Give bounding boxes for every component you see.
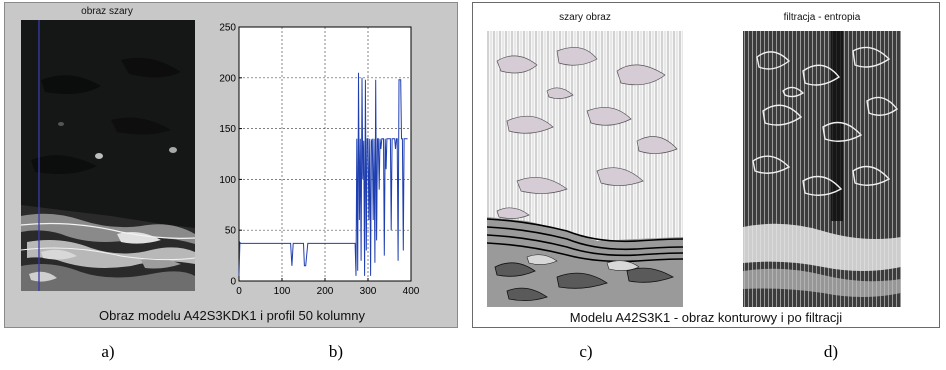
figure-panel-right: szary obraz filtracja - entropia bbox=[472, 2, 940, 328]
y-tick-label: 100 bbox=[219, 175, 236, 186]
x-tick-label: 400 bbox=[403, 286, 420, 297]
y-tick-label: 50 bbox=[225, 226, 237, 237]
profile-line bbox=[238, 72, 408, 276]
contour-image bbox=[487, 31, 683, 307]
x-tick-label: 0 bbox=[236, 286, 242, 297]
subfigure-label-a: a) bbox=[101, 342, 115, 361]
subfigure-label-c: c) bbox=[579, 342, 593, 361]
left-panel-caption: Obraz modelu A42S3KDK1 i profil 50 kolum… bbox=[99, 308, 365, 323]
x-tick-label: 100 bbox=[274, 286, 291, 297]
entropy-filtered-image bbox=[743, 31, 901, 307]
plot-background bbox=[239, 27, 411, 281]
profile-plot: 0 100 200 300 400 0 50 100 150 200 250 bbox=[219, 23, 419, 298]
x-tick-label: 300 bbox=[360, 286, 377, 297]
figure-panel-left: obraz szary 0 100 200 300 400 0 50 100 150 200 250… bbox=[4, 2, 458, 328]
gray-model-image bbox=[21, 20, 195, 291]
image-title-contour: szary obraz bbox=[559, 12, 611, 23]
x-tick-label: 200 bbox=[317, 286, 334, 297]
subfigure-label-d: d) bbox=[823, 342, 839, 361]
y-tick-label: 200 bbox=[219, 73, 236, 84]
y-tick-label: 250 bbox=[219, 23, 236, 34]
image-title-gray: obraz szary bbox=[81, 6, 133, 17]
right-panel-caption: Modelu A42S3K1 - obraz konturowy i po fi… bbox=[569, 310, 843, 325]
y-tick-label: 150 bbox=[219, 124, 236, 135]
subfigure-label-b: b) bbox=[328, 342, 344, 361]
plot-ticks: 0 100 200 300 400 0 50 100 150 200 250 bbox=[219, 23, 419, 298]
y-tick-label: 0 bbox=[230, 277, 236, 288]
image-title-entropy: filtracja - entropia bbox=[783, 12, 861, 23]
